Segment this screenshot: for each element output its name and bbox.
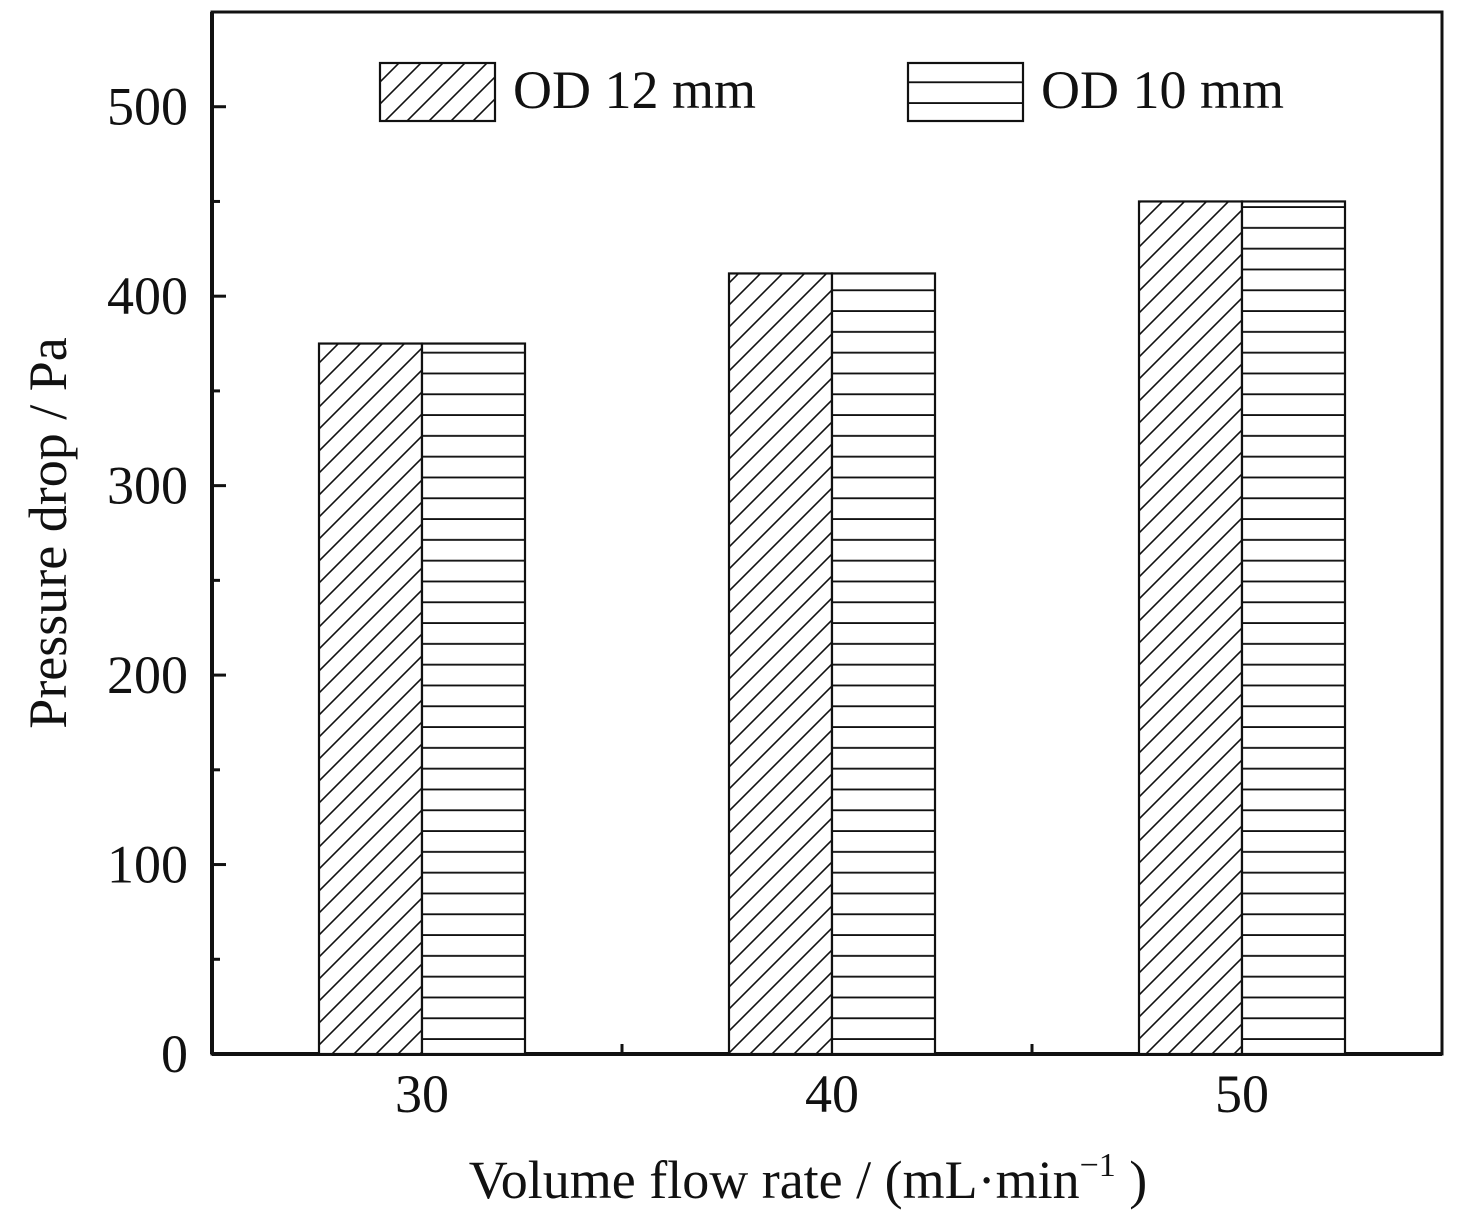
x-axis-title-close: ): [1116, 1150, 1147, 1210]
legend-swatch-1: [378, 61, 497, 123]
bar-od-12-mm-30: [317, 342, 424, 1056]
legend-swatch-2: [906, 61, 1025, 123]
bar-od-12-mm-50: [1137, 200, 1244, 1056]
x-axis-title: Volume flow rate / (mL·min−1 ): [469, 1147, 1148, 1210]
x-axis-title-superscript: −1: [1080, 1147, 1116, 1184]
y-tick-label: 0: [161, 1024, 188, 1084]
y-axis-title: Pressure drop / Pa: [18, 337, 78, 728]
x-tick-label: 50: [1215, 1064, 1269, 1124]
x-tick-label: 30: [395, 1064, 449, 1124]
y-tick-label: 300: [107, 456, 188, 516]
y-tick-label: 100: [107, 835, 188, 895]
legend-label-2: OD 10 mm: [1041, 60, 1284, 120]
bar-od-10-mm-30: [420, 342, 527, 1056]
legend-label-1: OD 12 mm: [513, 60, 756, 120]
x-axis-title-main: Volume flow rate / (mL·min: [469, 1150, 1080, 1210]
y-tick-label: 400: [107, 266, 188, 326]
bar-od-12-mm-40: [727, 272, 834, 1056]
y-tick-label: 200: [107, 645, 188, 705]
bar-od-10-mm-50: [1240, 200, 1347, 1056]
x-tick-label: 40: [805, 1064, 859, 1124]
bar-od-10-mm-40: [830, 272, 937, 1056]
y-tick-label: 500: [107, 77, 188, 137]
